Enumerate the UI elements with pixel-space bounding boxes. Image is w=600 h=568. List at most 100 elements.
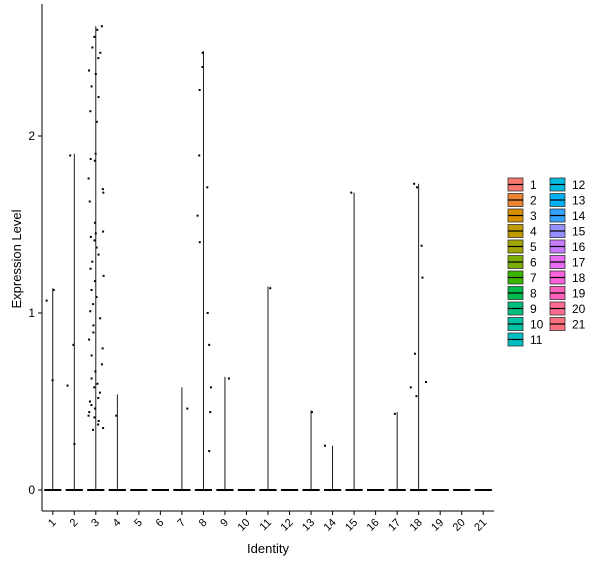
data-point <box>89 110 92 113</box>
data-point <box>88 411 91 414</box>
data-point <box>96 28 99 31</box>
data-point <box>208 450 211 453</box>
x-axis-title: Identity <box>247 541 289 556</box>
data-point <box>99 317 102 320</box>
data-point <box>89 267 92 270</box>
legend-label: 16 <box>572 240 586 254</box>
data-point <box>88 69 91 72</box>
data-point <box>90 85 93 88</box>
data-point <box>93 159 96 162</box>
data-point <box>415 395 418 398</box>
legend-label: 9 <box>530 302 537 316</box>
data-point <box>91 46 94 49</box>
legend-label: 17 <box>572 256 586 270</box>
data-point <box>95 246 98 249</box>
data-point <box>100 363 103 366</box>
data-point <box>198 88 201 91</box>
data-point <box>323 444 326 447</box>
data-point <box>102 274 105 277</box>
data-point <box>90 354 93 357</box>
legend-label: 3 <box>530 209 537 223</box>
data-point <box>91 260 94 263</box>
data-point <box>209 411 212 414</box>
x-tick-label: 20 <box>451 517 468 534</box>
x-tick-label: 13 <box>300 517 317 534</box>
data-point <box>90 377 93 380</box>
legend-label: 1 <box>530 178 537 192</box>
data-point <box>72 343 75 346</box>
data-point <box>92 324 95 327</box>
data-point <box>93 416 96 419</box>
legend-label: 11 <box>530 333 543 347</box>
data-point <box>73 442 76 445</box>
data-point <box>100 25 103 28</box>
legend-label: 21 <box>572 318 586 332</box>
legend-label: 5 <box>530 240 537 254</box>
data-point <box>96 382 99 385</box>
data-point <box>97 419 100 422</box>
data-point <box>88 200 91 203</box>
data-point <box>413 352 416 355</box>
x-tick-label: 18 <box>408 517 425 534</box>
x-tick-label: 1 <box>46 517 59 530</box>
data-point <box>310 411 313 414</box>
x-tick-label: 8 <box>197 517 210 530</box>
data-point <box>409 386 412 389</box>
data-point <box>87 177 90 180</box>
data-point <box>227 377 230 380</box>
data-point <box>420 244 423 247</box>
data-point <box>201 51 204 54</box>
legend-label: 7 <box>530 271 537 285</box>
x-tick-label: 21 <box>472 517 489 534</box>
data-point <box>93 35 96 38</box>
data-point <box>350 191 353 194</box>
data-point <box>424 381 427 384</box>
data-point <box>269 287 272 290</box>
violins <box>44 26 492 491</box>
data-point <box>413 182 416 185</box>
data-point <box>208 343 211 346</box>
x-tick-label: 2 <box>68 517 81 530</box>
data-point <box>415 186 418 189</box>
data-point <box>89 235 92 238</box>
data-point <box>52 288 55 291</box>
data-point <box>209 386 212 389</box>
data-point <box>97 96 100 99</box>
data-point <box>115 414 118 417</box>
data-point <box>94 232 97 235</box>
x-tick-label: 11 <box>258 517 275 534</box>
data-point <box>198 241 201 244</box>
data-point <box>421 276 424 279</box>
data-point <box>92 331 95 334</box>
x-tick-label: 15 <box>343 517 360 534</box>
x-tick-label: 12 <box>278 517 295 534</box>
data-point <box>201 65 204 68</box>
data-point <box>90 404 93 407</box>
legend-label: 4 <box>530 225 537 239</box>
data-point <box>102 191 105 194</box>
data-point <box>93 386 96 389</box>
data-point <box>99 51 102 54</box>
y-tick-label: 2 <box>28 129 35 143</box>
x-tick-label: 14 <box>322 517 339 534</box>
y-tick-label: 1 <box>28 306 35 320</box>
data-point <box>90 288 93 291</box>
data-point <box>87 414 90 417</box>
data-point <box>186 407 189 410</box>
data-point <box>94 152 97 155</box>
data-point <box>97 57 100 60</box>
y-tick-label: 0 <box>28 483 35 497</box>
data-point <box>94 73 97 76</box>
legend-label: 19 <box>572 287 586 301</box>
x-tick-label: 4 <box>111 517 124 530</box>
data-point <box>93 280 96 283</box>
data-point <box>97 396 100 399</box>
legend-label: 15 <box>572 225 586 239</box>
data-point <box>88 338 91 341</box>
data-point <box>66 384 69 387</box>
data-point <box>92 303 95 306</box>
data-point <box>95 296 98 299</box>
data-point <box>93 239 96 242</box>
